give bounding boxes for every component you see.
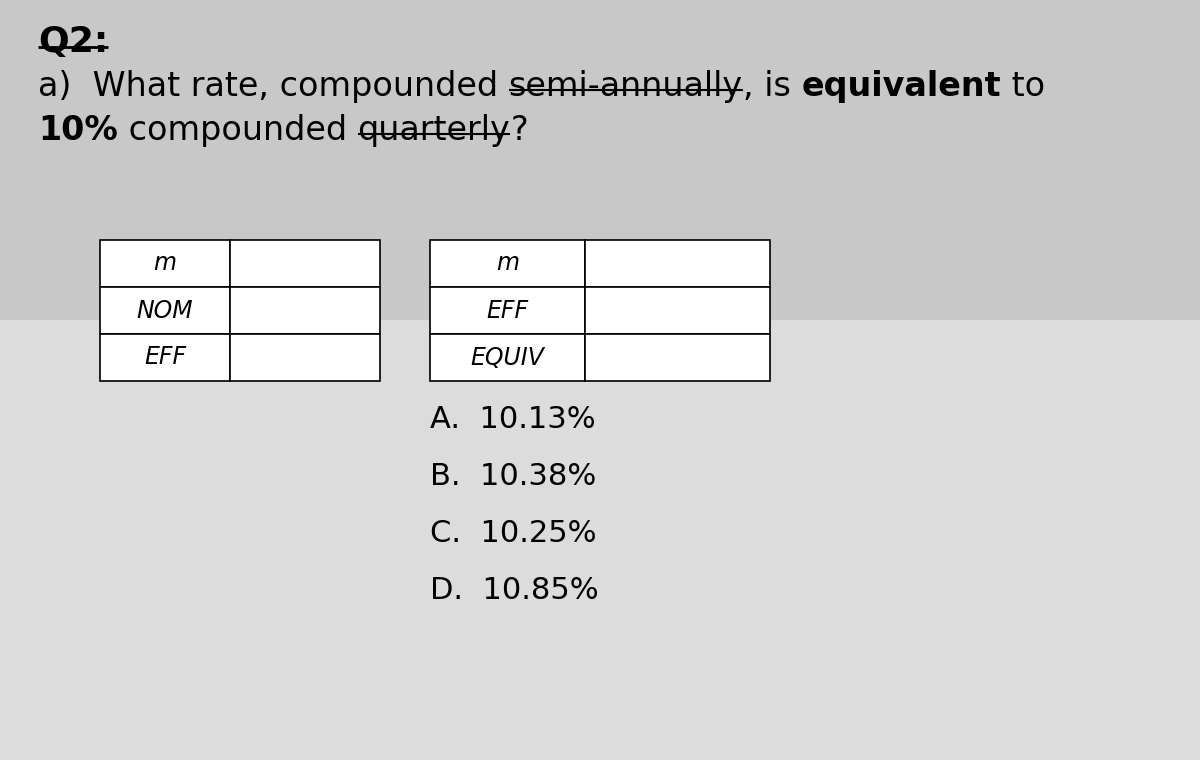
Text: compounded: compounded (118, 114, 358, 147)
Text: , is: , is (743, 70, 802, 103)
Text: EFF: EFF (486, 299, 528, 322)
Text: A.  10.13%: A. 10.13% (430, 405, 595, 434)
Text: Q2:: Q2: (38, 25, 108, 59)
Bar (0, 320, 1200, 760)
Bar (100, 240, 230, 287)
Bar (100, 334, 230, 381)
Text: D.  10.85%: D. 10.85% (430, 576, 599, 605)
Text: NOM: NOM (137, 299, 193, 322)
Text: m: m (154, 252, 176, 276)
Text: EQUIV: EQUIV (470, 346, 545, 369)
Text: a)  What rate, compounded: a) What rate, compounded (38, 70, 509, 103)
Text: equivalent: equivalent (802, 70, 1001, 103)
Bar (100, 287, 230, 334)
Text: m: m (496, 252, 520, 276)
Bar (430, 334, 586, 381)
Text: to: to (1001, 70, 1045, 103)
Bar (230, 287, 380, 334)
Bar (586, 287, 770, 334)
Bar (230, 334, 380, 381)
Bar (430, 240, 586, 287)
Text: C.  10.25%: C. 10.25% (430, 519, 596, 548)
Bar (230, 240, 380, 287)
Text: ?: ? (510, 114, 528, 147)
Bar (0, 0, 1200, 320)
Text: semi-annually: semi-annually (509, 70, 743, 103)
Bar (430, 287, 586, 334)
Text: EFF: EFF (144, 346, 186, 369)
Bar (586, 334, 770, 381)
Text: B.  10.38%: B. 10.38% (430, 462, 596, 491)
Bar (586, 240, 770, 287)
Text: quarterly: quarterly (358, 114, 510, 147)
Text: 10%: 10% (38, 114, 118, 147)
